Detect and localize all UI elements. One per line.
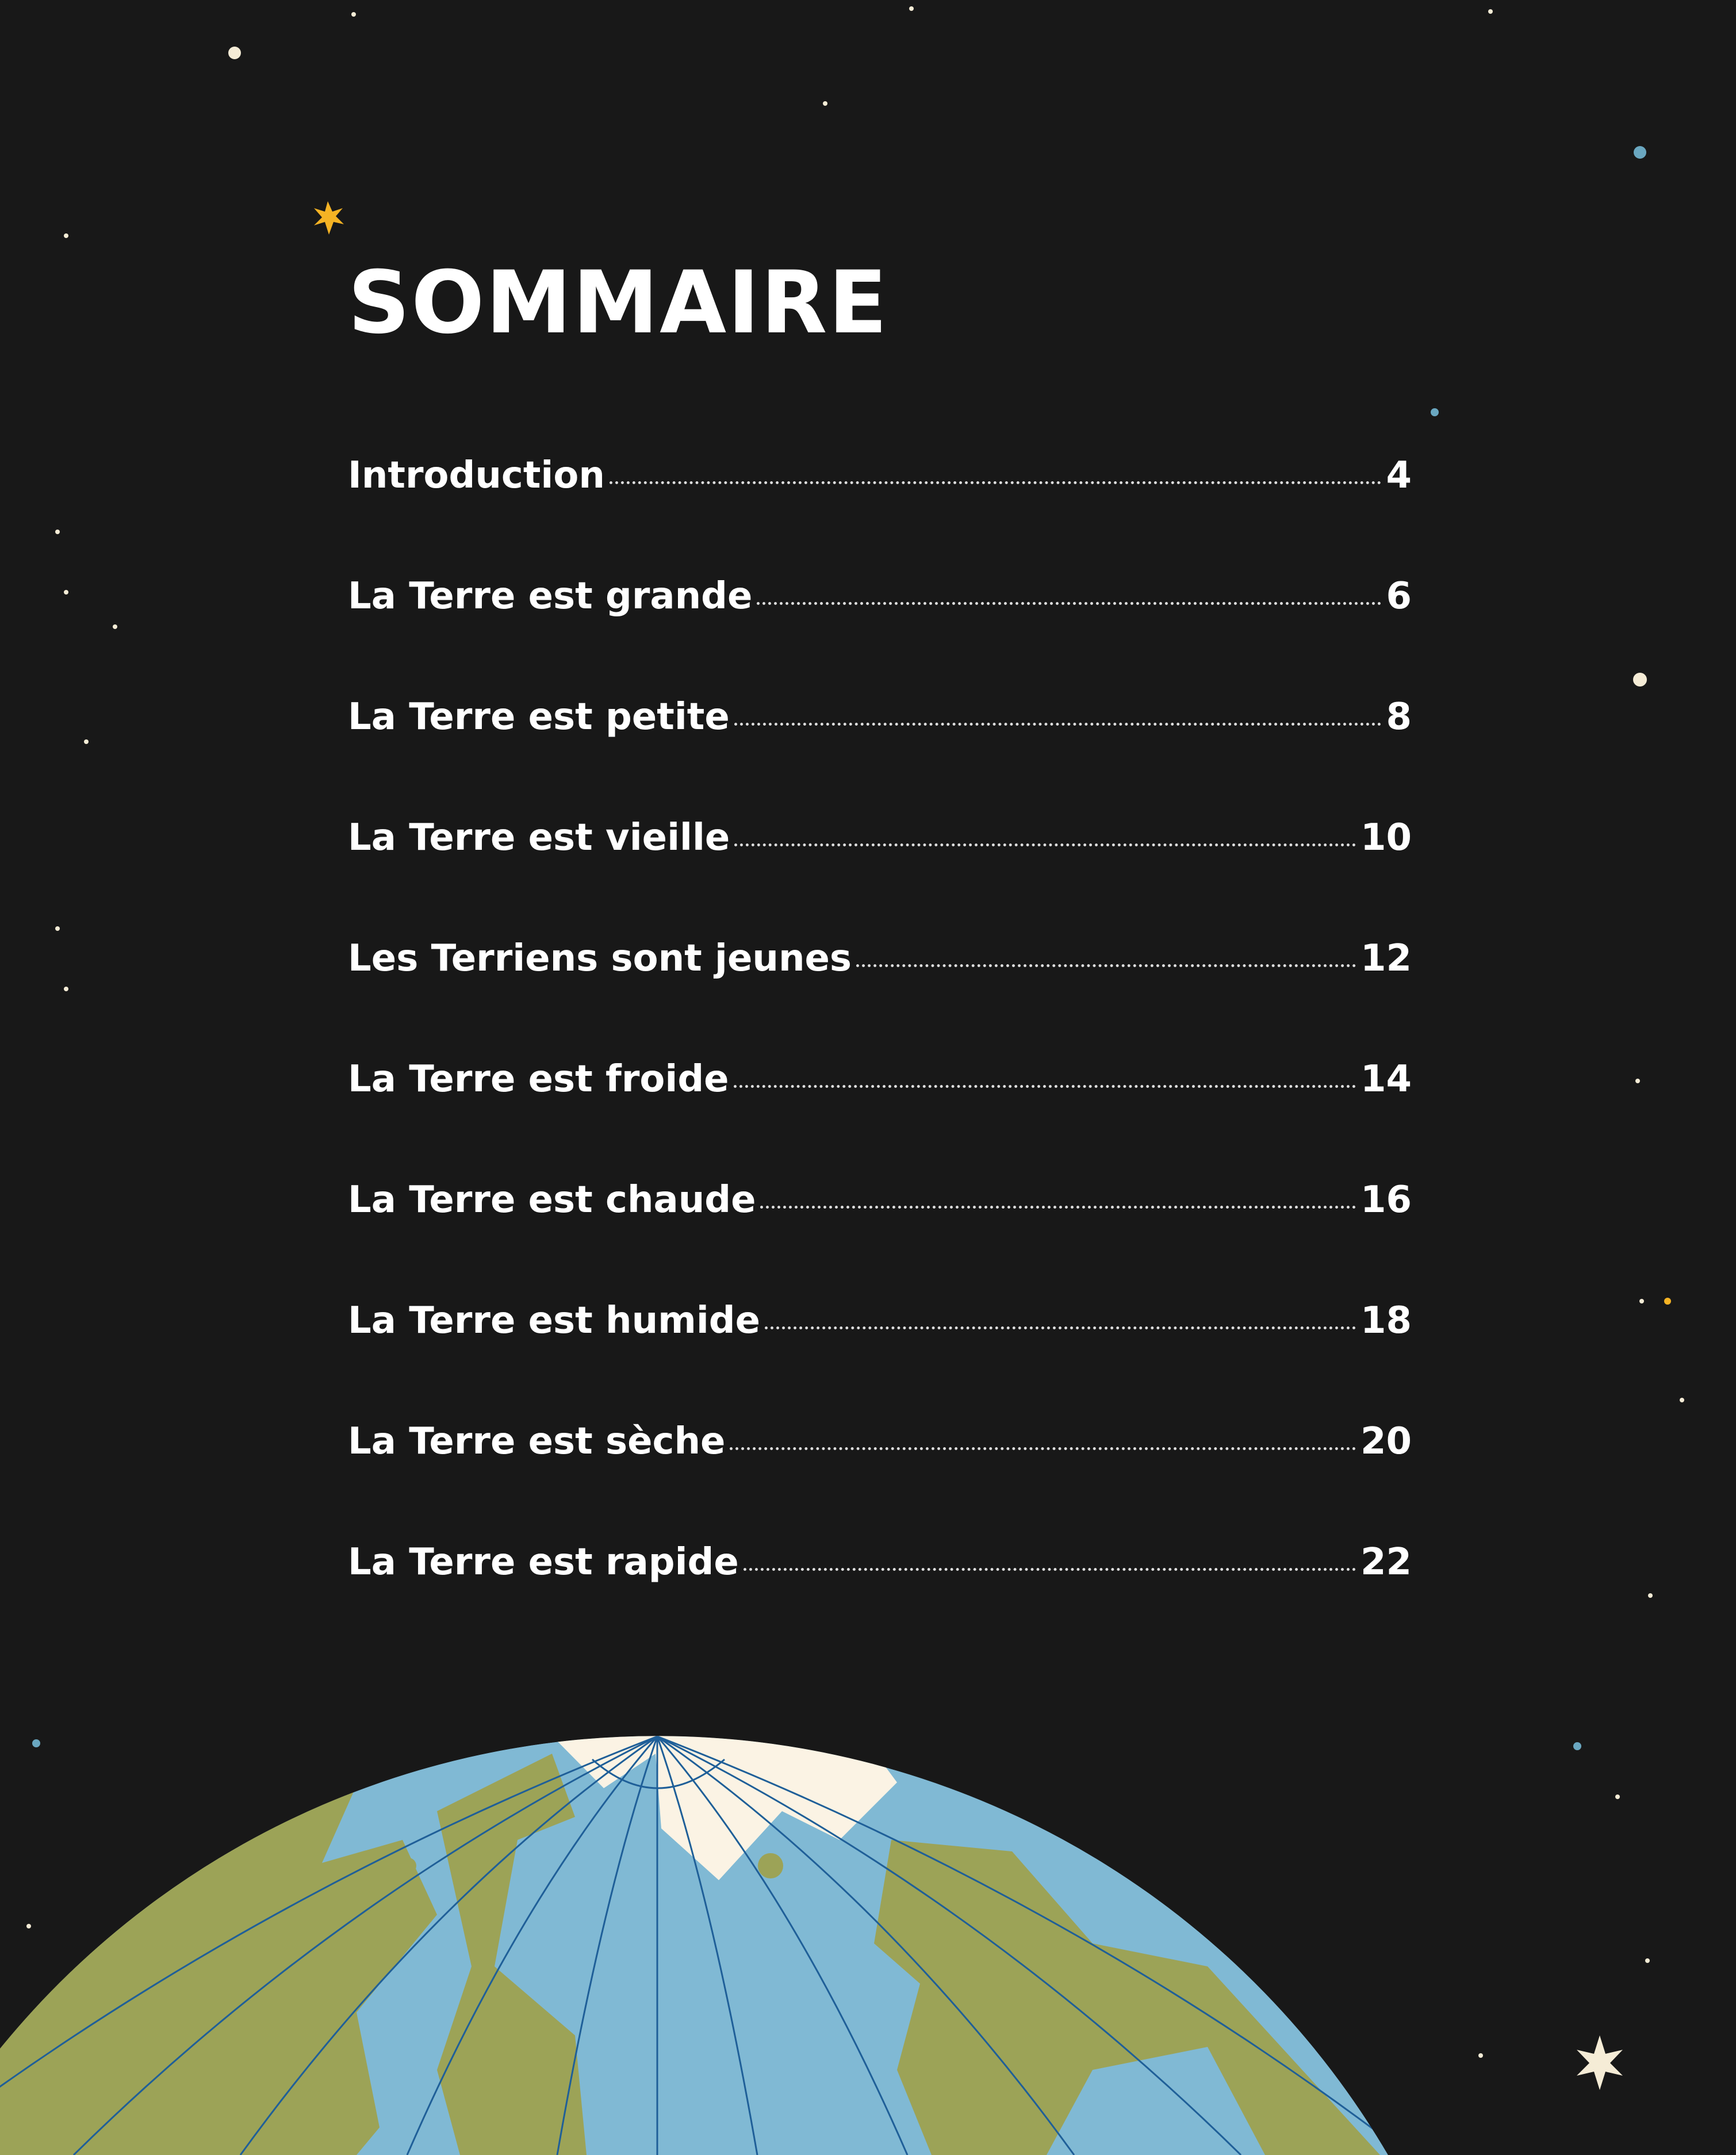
dot-leader — [609, 481, 1382, 484]
star-dot — [1648, 1593, 1653, 1598]
toc-entry-page: 12 — [1360, 937, 1412, 980]
meridian-line — [556, 1736, 658, 2155]
star-dot — [1639, 1299, 1644, 1303]
toc-entry[interactable]: La Terre est sèche 20 — [348, 1420, 1412, 1541]
toc-entry-title: La Terre est humide — [348, 1299, 760, 1342]
meridian-line — [657, 1736, 1075, 2155]
star-dot — [1633, 673, 1647, 687]
star-dot — [351, 12, 356, 17]
star-dot — [55, 530, 60, 534]
island — [400, 1858, 416, 1874]
meridian-line — [406, 1736, 658, 2155]
toc-entry[interactable]: Les Terriens sont jeunes 12 — [348, 937, 1412, 1058]
star-dot — [26, 1924, 31, 1928]
toc-entry-page: 8 — [1386, 696, 1412, 738]
star-dot — [1680, 1398, 1684, 1402]
toc-entry-title: La Terre est petite — [348, 696, 730, 738]
dot-leader — [730, 1447, 1356, 1450]
toc-entry[interactable]: La Terre est petite 8 — [348, 696, 1412, 816]
dot-leader — [733, 1085, 1356, 1088]
toc-entry-title: La Terre est grande — [348, 575, 753, 618]
toc-entry[interactable]: La Terre est rapide 22 — [348, 1541, 1412, 1662]
toc-entry-title: La Terre est rapide — [348, 1541, 739, 1583]
toc-entry-title: La Terre est vieille — [348, 816, 730, 859]
toc-entry[interactable]: La Terre est grande 6 — [348, 575, 1412, 696]
toc-entry-page: 6 — [1386, 575, 1412, 618]
toc-entry[interactable]: La Terre est humide 18 — [348, 1299, 1412, 1420]
toc-entry-page: 20 — [1360, 1420, 1412, 1463]
meridian-line — [656, 1736, 909, 2155]
star-dot — [32, 1739, 40, 1747]
toc-entry[interactable]: La Terre est vieille 10 — [348, 816, 1412, 937]
star-dot — [1615, 1794, 1620, 1799]
meridian-line — [656, 1736, 758, 2155]
star-dot — [1664, 1298, 1671, 1305]
toc-entry-page: 14 — [1360, 1058, 1412, 1100]
table-of-contents: Introduction 4 La Terre est grande 6 La Terr… — [348, 454, 1412, 1662]
toc-entry-page: 10 — [1360, 816, 1412, 859]
star-dot — [64, 987, 68, 991]
star-dot — [64, 590, 68, 595]
meridian-line — [657, 1736, 1242, 2155]
star-dot — [823, 101, 827, 106]
toc-entry-title: La Terre est sèche — [348, 1420, 726, 1463]
star-dot — [84, 739, 89, 744]
toc-entry-title: Les Terriens sont jeunes — [348, 937, 852, 980]
toc-entry[interactable]: Introduction 4 — [348, 454, 1412, 575]
meridian-line — [657, 1736, 1388, 2155]
star-dot — [1634, 146, 1646, 159]
land-asia — [874, 1840, 1380, 2155]
star-dot — [228, 47, 241, 59]
sea — [1047, 2047, 1265, 2155]
meridian-line — [0, 1736, 658, 2155]
dot-leader — [734, 843, 1356, 846]
toc-entry-title: Introduction — [348, 454, 605, 497]
arctic-circle-line — [592, 1758, 725, 1789]
meridian-line — [72, 1736, 658, 2155]
dot-leader — [743, 1568, 1356, 1571]
dot-leader — [856, 964, 1356, 967]
toc-entry-title: La Terre est froide — [348, 1058, 729, 1100]
page-title: SOMMAIRE — [348, 253, 888, 353]
dot-leader — [760, 1206, 1356, 1209]
dot-leader — [764, 1326, 1356, 1329]
land-americas — [0, 1759, 437, 2155]
polar-ice — [552, 1736, 897, 1880]
star-dot — [1488, 9, 1493, 14]
toc-entry-page: 22 — [1360, 1541, 1412, 1583]
star-dot — [1431, 408, 1439, 416]
toc-entry-page: 16 — [1360, 1179, 1412, 1221]
star-dot — [1635, 1079, 1640, 1083]
star-dot — [909, 6, 914, 11]
toc-entry-title: La Terre est chaude — [348, 1179, 756, 1221]
yellow-star-icon — [314, 201, 344, 235]
star-dot — [55, 926, 60, 931]
toc-entry[interactable]: La Terre est froide 14 — [348, 1058, 1412, 1179]
toc-entry[interactable]: La Terre est chaude 16 — [348, 1179, 1412, 1299]
cream-star-icon — [1577, 2035, 1623, 2090]
toc-entry-page: 18 — [1360, 1299, 1412, 1342]
star-dot — [1645, 1958, 1650, 1963]
dot-leader — [734, 723, 1382, 726]
star-dot — [64, 233, 68, 238]
star-dot — [1478, 2053, 1483, 2058]
meridian-line — [239, 1736, 658, 2155]
dot-leader — [757, 602, 1382, 605]
star-dot — [1573, 1742, 1581, 1750]
toc-entry-page: 4 — [1386, 454, 1412, 497]
island — [758, 1853, 783, 1878]
land-europe-africa — [437, 1754, 587, 2155]
star-dot — [113, 624, 117, 629]
